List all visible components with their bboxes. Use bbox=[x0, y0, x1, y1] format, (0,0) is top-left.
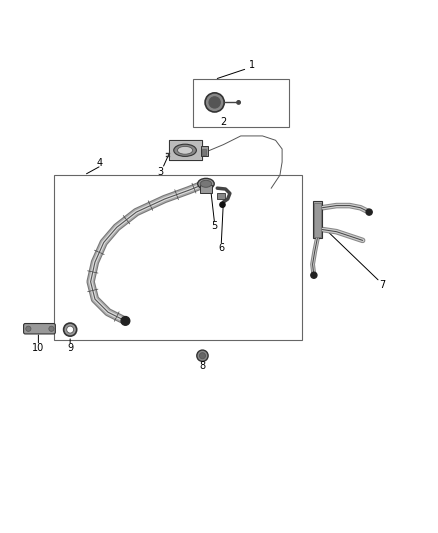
Bar bbox=[202, 149, 206, 155]
Bar bbox=[201, 146, 208, 156]
Bar bbox=[193, 79, 289, 127]
Bar bbox=[313, 201, 322, 238]
Circle shape bbox=[64, 323, 77, 336]
Ellipse shape bbox=[200, 180, 212, 187]
Text: 8: 8 bbox=[199, 361, 205, 371]
Text: 5: 5 bbox=[212, 221, 218, 231]
Circle shape bbox=[220, 202, 225, 207]
Polygon shape bbox=[169, 140, 201, 160]
Circle shape bbox=[121, 317, 130, 325]
Text: 9: 9 bbox=[67, 343, 73, 353]
Text: 7: 7 bbox=[379, 280, 385, 290]
Circle shape bbox=[209, 97, 220, 108]
Circle shape bbox=[366, 209, 372, 215]
Bar bbox=[217, 193, 225, 199]
Circle shape bbox=[311, 272, 317, 278]
Ellipse shape bbox=[177, 147, 193, 154]
Text: 2: 2 bbox=[220, 117, 226, 126]
Text: 3: 3 bbox=[157, 167, 163, 176]
Circle shape bbox=[67, 326, 74, 333]
Text: 1: 1 bbox=[249, 60, 255, 70]
Circle shape bbox=[49, 326, 54, 332]
FancyBboxPatch shape bbox=[24, 324, 55, 334]
Ellipse shape bbox=[174, 144, 196, 156]
Circle shape bbox=[199, 353, 205, 359]
Text: 4: 4 bbox=[96, 158, 102, 168]
Bar bbox=[200, 184, 212, 193]
Bar bbox=[314, 203, 321, 237]
Text: 6: 6 bbox=[218, 243, 224, 253]
Circle shape bbox=[205, 93, 224, 112]
Bar bbox=[53, 175, 302, 341]
Circle shape bbox=[26, 326, 31, 332]
Text: 10: 10 bbox=[32, 343, 45, 353]
Ellipse shape bbox=[198, 179, 214, 189]
Circle shape bbox=[197, 350, 208, 361]
Circle shape bbox=[237, 101, 240, 104]
